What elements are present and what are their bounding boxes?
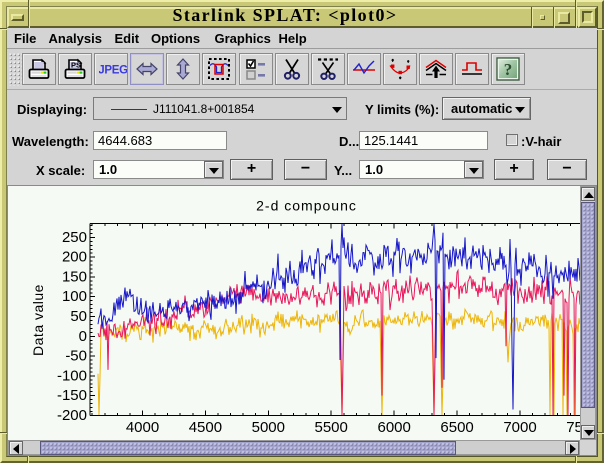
svg-text:-150: -150 [57,387,87,404]
svg-text:PS: PS [71,61,81,70]
svg-text:2-d compounc: 2-d compounc [256,198,357,214]
svg-text:6500: 6500 [440,419,473,436]
svg-text:7000: 7000 [503,419,536,436]
svg-text:150: 150 [62,269,87,286]
svg-text:Data value: Data value [30,284,46,356]
svg-text:100: 100 [62,288,87,305]
svg-text:?: ? [504,60,513,79]
svg-text:0: 0 [79,328,87,345]
svg-text:-100: -100 [57,367,87,384]
svg-text:200: 200 [62,249,87,266]
svg-text:250: 250 [62,229,87,246]
svg-text:4000: 4000 [126,419,159,436]
svg-text:5000: 5000 [252,419,285,436]
svg-text:4500: 4500 [189,419,222,436]
svg-text:-50: -50 [65,348,87,365]
svg-text:6000: 6000 [378,419,411,436]
svg-text:50: 50 [70,308,87,325]
svg-text:5500: 5500 [315,419,348,436]
svg-text:JPEG: JPEG [99,65,127,77]
svg-text:7500: 7500 [566,419,580,436]
svg-text:-200: -200 [57,407,87,424]
